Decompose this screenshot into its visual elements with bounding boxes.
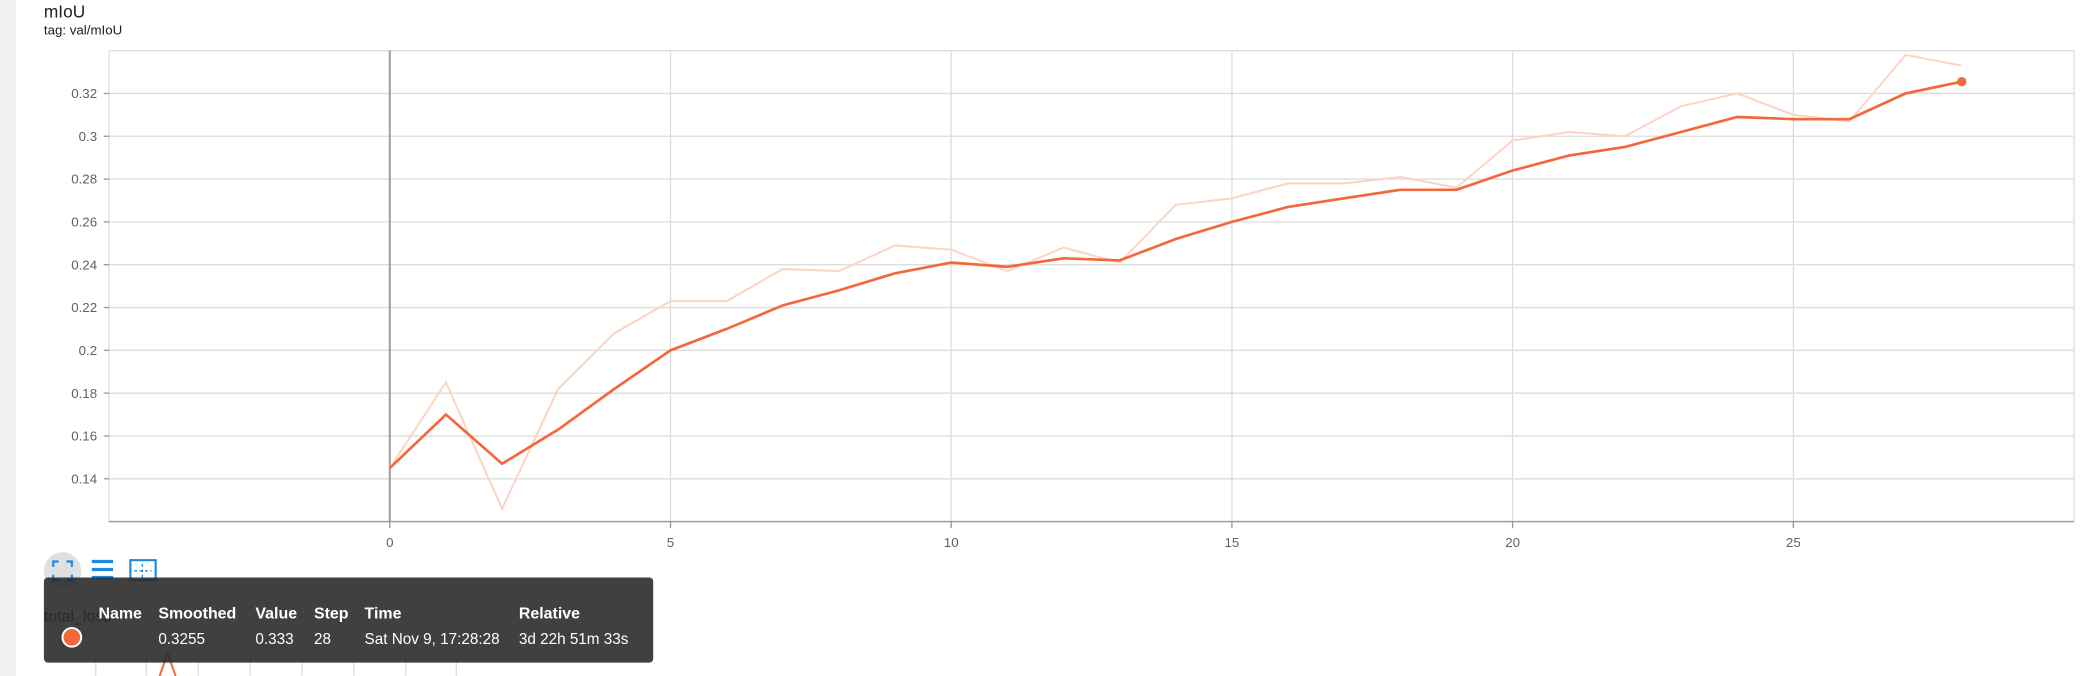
tooltip-cell: 0.3255 bbox=[158, 631, 205, 648]
y-tick-label: 0.16 bbox=[71, 429, 97, 444]
plot-frame bbox=[108, 49, 2075, 523]
chart-tag: tag: val/mIoU bbox=[44, 23, 122, 38]
next-chart-grid bbox=[95, 651, 457, 676]
x-tick-label: 5 bbox=[667, 535, 674, 550]
tooltip-header: Name bbox=[98, 606, 142, 623]
x-tick-label: 0 bbox=[386, 535, 393, 550]
hover-point bbox=[1957, 77, 1967, 87]
y-tick-label: 0.28 bbox=[71, 172, 97, 187]
y-tick-label: 0.22 bbox=[71, 300, 97, 315]
x-tick-label: 25 bbox=[1786, 535, 1801, 550]
y-tick-label: 0.3 bbox=[79, 129, 98, 144]
tooltip-bg bbox=[43, 577, 654, 663]
side-panel bbox=[0, 0, 16, 676]
y-tick-label: 0.26 bbox=[71, 215, 97, 230]
log-scale-button[interactable] bbox=[91, 559, 114, 580]
tooltip: Name Smoothed Value Step Time Relative 0.3255 0… bbox=[43, 577, 654, 663]
y-tick-label: 0.2 bbox=[79, 343, 98, 358]
tooltip-header: Relative bbox=[519, 606, 580, 623]
y-tick-label: 0.24 bbox=[71, 257, 97, 272]
tooltip-cell: 28 bbox=[314, 631, 331, 648]
y-tick-label: 0.14 bbox=[71, 471, 97, 486]
tooltip-header: Step bbox=[314, 606, 349, 623]
tooltip-cell: Sat Nov 9, 17:28:28 bbox=[365, 631, 500, 648]
tooltip-cell: 3d 22h 51m 33s bbox=[519, 631, 629, 648]
series-swatch bbox=[61, 627, 83, 648]
plot: 0.14 0.16 0.18 0.2 0.22 0.24 0.26 0.28 0.3 0.32 0 5… bbox=[71, 49, 2075, 550]
y-tick-label: 0.18 bbox=[71, 386, 97, 401]
tooltip-cell: 0.333 bbox=[255, 631, 293, 648]
tooltip-header: Smoothed bbox=[158, 606, 236, 623]
tooltip-header: Time bbox=[365, 606, 402, 623]
y-tick-label: 0.32 bbox=[71, 86, 97, 101]
x-tick-label: 10 bbox=[944, 535, 959, 550]
tooltip-header: Value bbox=[255, 606, 297, 623]
fullscreen-icon bbox=[52, 560, 73, 582]
series-line bbox=[388, 80, 1963, 470]
chart-title: mIoU bbox=[44, 1, 85, 21]
series-line bbox=[388, 53, 1962, 512]
x-tick-label: 20 bbox=[1505, 535, 1520, 550]
fit-domain-button[interactable] bbox=[129, 559, 157, 582]
x-tick-label: 15 bbox=[1225, 535, 1240, 550]
